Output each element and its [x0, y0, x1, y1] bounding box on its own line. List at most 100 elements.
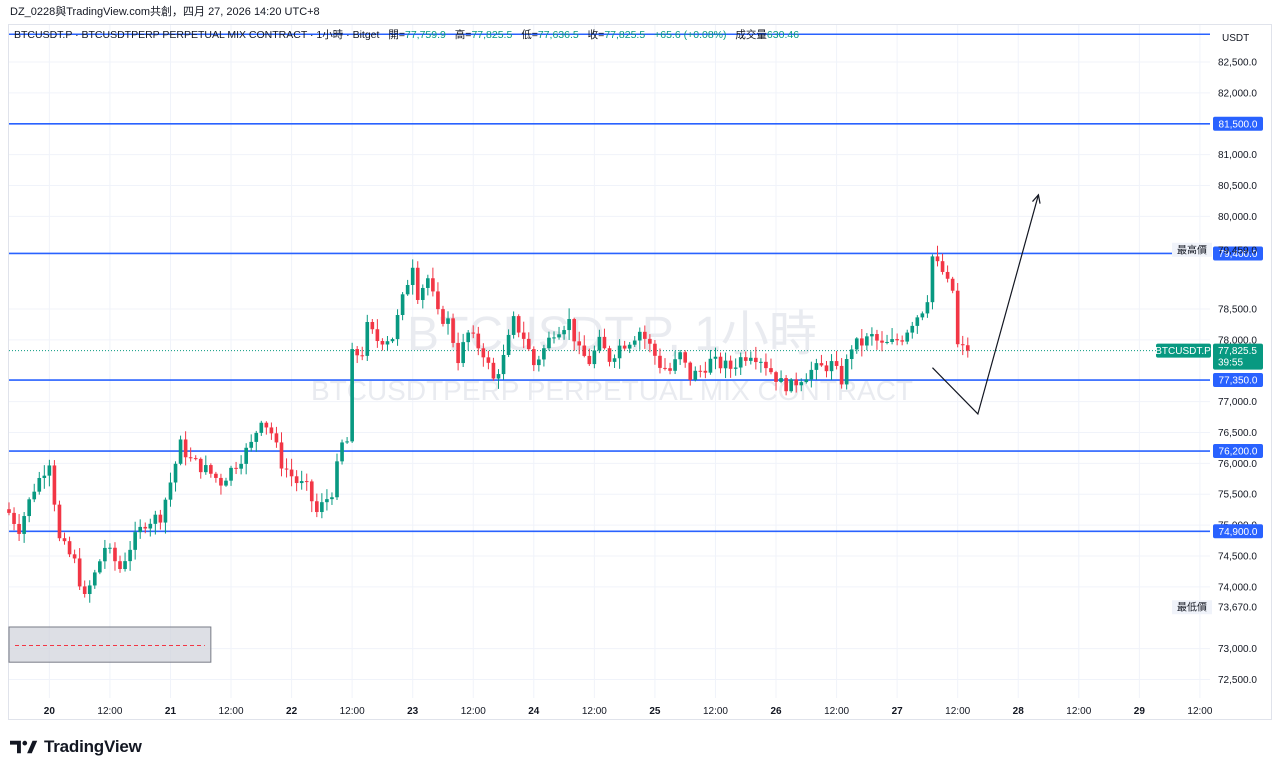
projection-path[interactable]	[932, 193, 1041, 416]
time-tick-label: 29	[1134, 706, 1146, 717]
candle-body	[562, 330, 566, 335]
candle-body	[829, 361, 834, 372]
candle-body	[158, 514, 163, 523]
level-price-tag	[1213, 524, 1263, 539]
chart-frame[interactable]	[8, 24, 1272, 720]
candle-body	[229, 467, 233, 481]
price-tick-label: 78,500.0	[1218, 305, 1257, 316]
price-axis-unit: USDT	[1222, 33, 1249, 44]
projection-line	[932, 194, 1040, 416]
candle-body	[87, 585, 92, 594]
candle-body	[703, 370, 708, 373]
candle-body	[728, 360, 733, 369]
candle-body	[955, 290, 960, 345]
candle-body	[193, 458, 198, 460]
candle-body	[865, 336, 869, 346]
time-tick-label: 22	[286, 706, 298, 717]
level-price-tag-text: 81,500.0	[1219, 119, 1258, 130]
candle-body	[698, 370, 703, 372]
candle-body	[612, 358, 617, 362]
candle-body	[537, 359, 541, 366]
candle-body	[935, 256, 940, 262]
candle-body	[859, 338, 864, 346]
candle-body	[153, 514, 158, 524]
tradingview-footer[interactable]: TradingView	[10, 736, 142, 758]
candle-body	[627, 344, 632, 349]
level-lines[interactable]	[9, 33, 1210, 533]
candle-body	[128, 549, 132, 562]
extreme-value: 79,459.0	[1218, 245, 1257, 256]
time-tick-label: 12:00	[97, 706, 122, 717]
legend-open-value: 77,759.9	[405, 29, 446, 41]
price-tick-label: 73,000.0	[1218, 644, 1257, 655]
legend-close-label: 收=	[587, 29, 605, 41]
candle-body	[410, 267, 415, 285]
candle-body	[375, 329, 380, 342]
candle-body	[62, 538, 67, 542]
candle-body	[27, 499, 32, 517]
candle-body	[441, 309, 445, 324]
candle-body	[895, 339, 899, 341]
current-price-tag-text: 77,825.5	[1218, 346, 1257, 357]
candle-body	[617, 345, 622, 359]
candle-body	[415, 267, 420, 300]
current-symbol-tag-text: BTCUSDT.P	[1155, 346, 1211, 357]
candle-body	[118, 561, 122, 570]
candle-body	[67, 541, 72, 555]
legend-open-label: 開=	[388, 29, 405, 41]
time-axis[interactable]: 20 12:00 21 12:00 22 12:00 23 12:00 24 12:00 25 12:…	[44, 706, 1213, 717]
candle-body	[516, 316, 521, 333]
candle-body	[315, 501, 319, 513]
time-tick-label: 28	[1013, 706, 1025, 717]
candle-body	[325, 499, 329, 503]
candle-body	[854, 338, 859, 350]
candle-body	[42, 475, 47, 478]
level-price-tag-text: 77,350.0	[1219, 376, 1258, 387]
candle-body	[945, 271, 950, 279]
candle-body	[360, 355, 365, 357]
symbol-legend: BTCUSDT.P · BTCUSDTPERP PERPETUAL MIX CO…	[14, 28, 799, 42]
candle-body	[733, 367, 738, 369]
countdown-text: 39:55	[1218, 358, 1243, 369]
candle-body	[249, 441, 254, 448]
current-symbol-tag	[1156, 343, 1211, 358]
candle-body	[188, 457, 193, 459]
candle-body	[345, 441, 349, 443]
time-tick-label: 12:00	[219, 706, 244, 717]
time-tick-label: 26	[770, 706, 782, 717]
candle-body	[143, 526, 148, 529]
candle-body	[395, 314, 400, 340]
watermark-line-1: BTCUSDT.P, 1小時	[407, 308, 817, 361]
price-tick-label: 74,000.0	[1218, 582, 1257, 593]
candle-body	[925, 302, 930, 314]
time-tick-label: 12:00	[1187, 706, 1212, 717]
candle-body	[844, 359, 849, 385]
candle-body	[557, 334, 561, 338]
candle-body	[239, 463, 243, 469]
candle-body	[521, 332, 526, 339]
legend-high-value: 77,825.5	[471, 29, 513, 41]
candle-body	[481, 348, 486, 358]
legend-close-value: 77,825.5	[604, 29, 646, 41]
range-box[interactable]	[8, 626, 212, 663]
candle-body	[309, 481, 314, 502]
candle-body	[400, 294, 405, 315]
candle-body	[759, 361, 763, 363]
candle-body	[320, 502, 324, 513]
candle-body	[163, 499, 168, 523]
price-tick-label: 77,000.0	[1218, 397, 1257, 408]
candle-body	[779, 378, 783, 382]
candle-body	[542, 348, 546, 360]
candle-body	[380, 341, 385, 345]
candle-body	[577, 341, 582, 346]
candle-body	[940, 261, 945, 272]
price-tags: 81,500.0 79,400.0 77,350.0 76,200.0 74,900.0…	[1155, 116, 1263, 615]
candle-body	[203, 465, 208, 473]
price-tick-label: 78,000.0	[1218, 335, 1257, 346]
candle-body	[471, 332, 476, 334]
projection-arrowhead	[1032, 193, 1041, 204]
candle-body	[587, 355, 592, 365]
legend-low-label: 低=	[521, 29, 538, 41]
candle-body	[12, 512, 16, 524]
